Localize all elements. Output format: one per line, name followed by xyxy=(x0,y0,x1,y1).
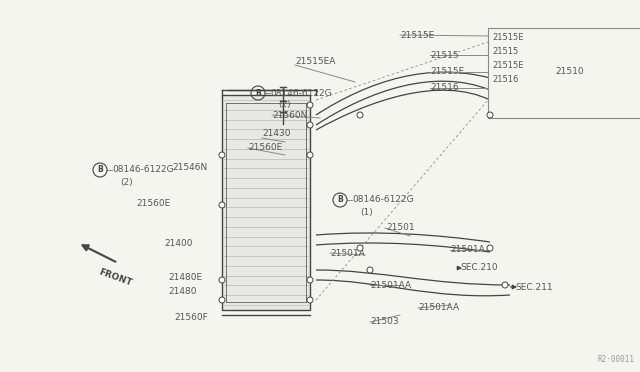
Text: 08146-6122G: 08146-6122G xyxy=(112,166,173,174)
Text: B: B xyxy=(255,89,261,97)
Text: 21515: 21515 xyxy=(492,46,518,55)
Text: SEC.211: SEC.211 xyxy=(515,282,552,292)
Text: R2·00011: R2·00011 xyxy=(598,355,635,364)
Text: FRONT: FRONT xyxy=(97,268,133,288)
Circle shape xyxy=(357,112,363,118)
Text: B: B xyxy=(337,196,343,205)
Text: 21560E: 21560E xyxy=(248,144,282,153)
Text: 21503: 21503 xyxy=(370,317,399,327)
Text: 21515E: 21515E xyxy=(400,31,435,39)
Text: 21501: 21501 xyxy=(386,224,415,232)
Circle shape xyxy=(357,245,363,251)
Text: (1): (1) xyxy=(360,208,372,217)
Circle shape xyxy=(219,297,225,303)
Circle shape xyxy=(219,277,225,283)
Text: 21430: 21430 xyxy=(262,128,291,138)
Circle shape xyxy=(307,102,313,108)
Circle shape xyxy=(487,112,493,118)
Text: 21515E: 21515E xyxy=(430,67,464,77)
Bar xyxy=(488,28,640,118)
Circle shape xyxy=(502,282,508,288)
Text: 21515E: 21515E xyxy=(492,32,524,42)
Text: 08146-6122G: 08146-6122G xyxy=(352,196,413,205)
Circle shape xyxy=(219,202,225,208)
Circle shape xyxy=(307,277,313,283)
Text: 21516: 21516 xyxy=(492,74,518,83)
Text: 21560F: 21560F xyxy=(174,314,208,323)
Circle shape xyxy=(307,152,313,158)
Text: 21515E: 21515E xyxy=(492,61,524,70)
Text: 21400: 21400 xyxy=(164,238,193,247)
Text: 21480E: 21480E xyxy=(168,273,202,282)
Text: 21501AA: 21501AA xyxy=(418,304,459,312)
Circle shape xyxy=(367,267,373,273)
Circle shape xyxy=(307,297,313,303)
Text: 21515: 21515 xyxy=(430,51,459,60)
Text: B: B xyxy=(97,166,103,174)
Text: 21560N: 21560N xyxy=(272,110,307,119)
Circle shape xyxy=(219,152,225,158)
Circle shape xyxy=(487,245,493,251)
Text: 21501A: 21501A xyxy=(450,246,484,254)
Text: 21515EA: 21515EA xyxy=(295,58,335,67)
Polygon shape xyxy=(222,95,310,310)
Text: SEC.210: SEC.210 xyxy=(460,263,498,273)
Text: (2): (2) xyxy=(120,177,132,186)
Text: 21516: 21516 xyxy=(430,83,459,93)
Text: 21501A: 21501A xyxy=(330,248,365,257)
Text: 21501AA: 21501AA xyxy=(370,280,411,289)
Text: 21480: 21480 xyxy=(168,286,196,295)
Text: (2): (2) xyxy=(278,100,291,109)
Text: 08146-6122G: 08146-6122G xyxy=(270,89,332,97)
Text: 21560E: 21560E xyxy=(136,199,170,208)
Text: 21546N: 21546N xyxy=(172,164,207,173)
Text: 21510: 21510 xyxy=(555,67,584,77)
Circle shape xyxy=(307,122,313,128)
